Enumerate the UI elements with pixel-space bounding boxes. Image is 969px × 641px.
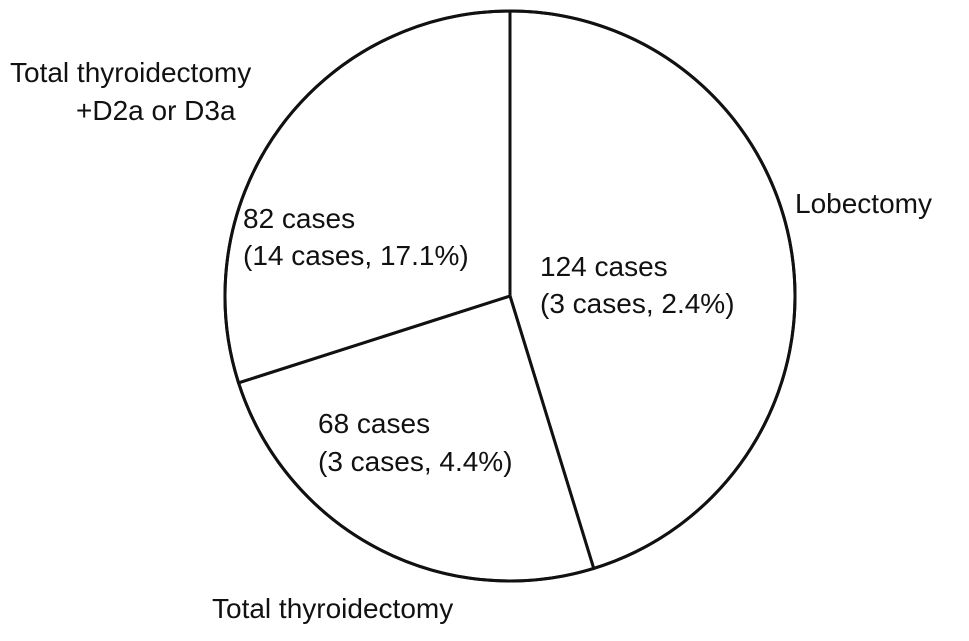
slice-detail-total-thyroidectomy: (3 cases, 4.4%) [318, 446, 513, 477]
slice-label-total-thyroidectomy-d2a-d3a-line-1: Total thyroidectomy [10, 57, 251, 88]
slice-count-total-thyroidectomy-d2a-d3a: 82 cases [243, 203, 355, 234]
pie-slices [223, 9, 797, 583]
slice-label-lobectomy: Lobectomy [795, 188, 932, 219]
slice-labels: Lobectomy Total thyroidectomy Total thyr… [10, 57, 932, 624]
slice-data-labels: 124 cases (3 cases, 2.4%) 68 cases (3 ca… [243, 203, 735, 477]
slice-detail-total-thyroidectomy-d2a-d3a: (14 cases, 17.1%) [243, 240, 469, 271]
slice-label-total-thyroidectomy: Total thyroidectomy [212, 593, 453, 624]
slice-count-lobectomy: 124 cases [540, 251, 668, 282]
slice-count-total-thyroidectomy: 68 cases [318, 408, 430, 439]
slice-detail-lobectomy: (3 cases, 2.4%) [540, 288, 735, 319]
slice-label-total-thyroidectomy-d2a-d3a-line-2: +D2a or D3a [76, 95, 236, 126]
pie-outline [223, 9, 797, 583]
